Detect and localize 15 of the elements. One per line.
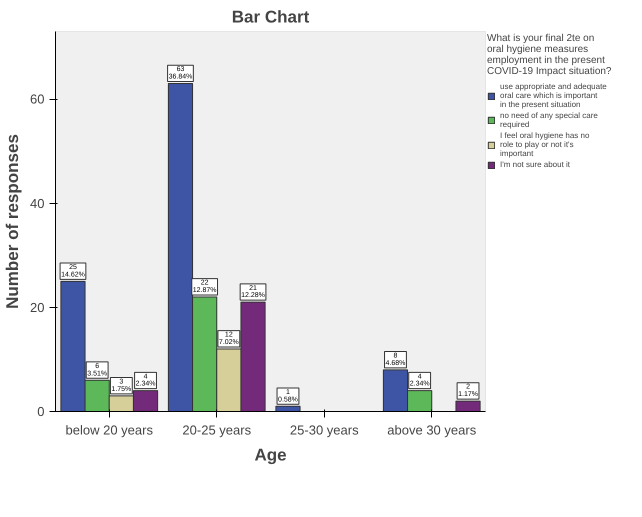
x-tick-label: 25-30 years [290, 422, 360, 438]
chart-title: Bar Chart [232, 8, 310, 26]
legend-label: I'm not sure about it [500, 160, 570, 169]
x-axis-title: Age [254, 446, 287, 464]
y-tick-label: 60 [30, 92, 45, 107]
y-tick-label: 40 [30, 196, 45, 211]
legend-title: What is your final 2te on oral hygiene measures employment in the present COVID-19 Impact situation? [487, 33, 612, 77]
x-tick-label: above 30 years [387, 422, 477, 438]
x-tick-label: below 20 years [66, 422, 154, 438]
y-axis-title: Number of responses [3, 134, 22, 309]
legend-label: I feel oral hygiene has no role to play or not it's important [500, 131, 590, 158]
y-tick-label: 20 [30, 300, 45, 315]
legend-label: no need of any special care required [500, 111, 598, 129]
x-tick-label: 20-25 years [182, 422, 252, 438]
y-tick-label: 0 [37, 404, 45, 419]
